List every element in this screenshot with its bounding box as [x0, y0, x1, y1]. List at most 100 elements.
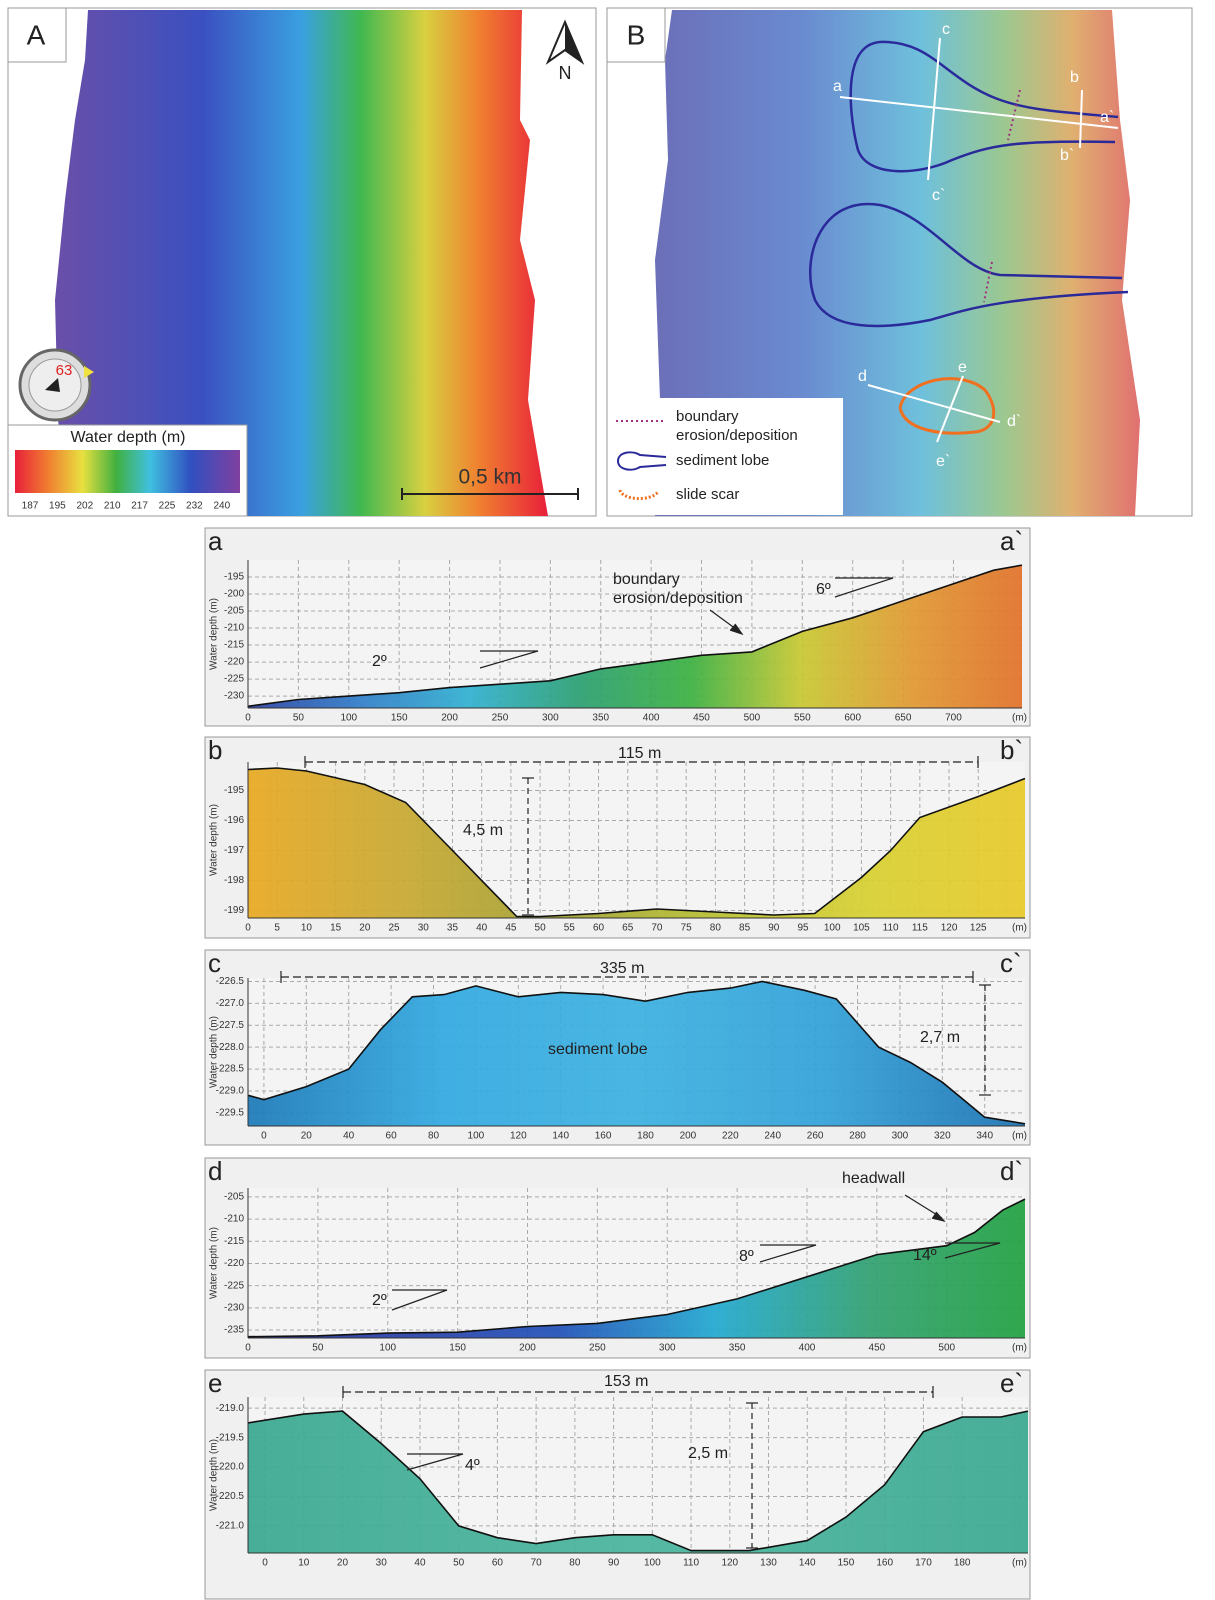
x-tick-label: 60 [386, 1131, 398, 1142]
legend-label: erosion/deposition [676, 427, 798, 444]
legend-label: boundary [676, 408, 739, 425]
profile-label: b [1070, 69, 1079, 86]
x-tick-label: 20 [337, 1558, 349, 1569]
y-tick-label: -197 [224, 845, 244, 856]
x-tick-label: 0 [262, 1558, 268, 1569]
annotation: headwall [842, 1170, 905, 1187]
y-tick-label: -230 [224, 691, 244, 702]
x-tick-label: 60 [593, 923, 605, 934]
x-tick-label: 280 [849, 1131, 866, 1142]
annotation: 6º [816, 581, 831, 598]
x-tick-label: 200 [519, 1343, 536, 1354]
profile-label: c` [932, 187, 945, 204]
y-tick-label: -205 [224, 1192, 244, 1203]
x-tick-label: 500 [938, 1343, 955, 1354]
y-tick-label: -229.5 [216, 1108, 245, 1119]
x-tick-label: 10 [298, 1558, 310, 1569]
legend-label: sediment lobe [676, 452, 769, 469]
colorbar-tick: 232 [186, 501, 203, 512]
profile-label: e [958, 359, 967, 376]
x-tick-label: 650 [895, 713, 912, 724]
x-tick-label: 260 [807, 1131, 824, 1142]
y-tick-label: -210 [224, 623, 244, 634]
x-tick-label: 40 [476, 923, 488, 934]
profile-label: d` [1007, 413, 1021, 430]
x-tick-label: 5 [274, 923, 280, 934]
panel-label: A [27, 19, 46, 50]
x-tick-label: 50 [312, 1343, 324, 1354]
x-tick-label: 130 [760, 1558, 777, 1569]
x-tick-label: 105 [853, 923, 870, 934]
annotation: 4º [465, 1457, 480, 1474]
profile-label: d [858, 368, 867, 385]
x-tick-label: 40 [343, 1131, 355, 1142]
x-tick-label: 125 [970, 923, 987, 934]
y-axis-label: Water depth (m) [209, 598, 220, 670]
x-tick-label: 180 [637, 1131, 654, 1142]
annotation: 4,5 m [463, 822, 503, 839]
x-tick-label: 25 [388, 923, 400, 934]
y-tick-label: -215 [224, 640, 244, 651]
x-tick-label: 0 [261, 1131, 267, 1142]
annotation: 14º [913, 1247, 937, 1264]
profile-label: a [833, 78, 842, 95]
y-tick-label: -227.0 [216, 998, 245, 1009]
x-tick-label: 120 [941, 923, 958, 934]
compass-value: 63 [56, 362, 73, 379]
profile-start: c [208, 948, 221, 978]
y-tick-label: -221.0 [216, 1521, 245, 1532]
x-tick-label: 200 [680, 1131, 697, 1142]
x-tick-label: 0 [245, 713, 251, 724]
legend-label: slide scar [676, 486, 739, 503]
x-tick-label: 90 [768, 923, 780, 934]
y-tick-label: -228.0 [216, 1042, 245, 1053]
colorbar-tick: 187 [22, 501, 39, 512]
y-tick-label: -198 [224, 875, 244, 886]
x-tick-label: 170 [915, 1558, 932, 1569]
y-tick-label: -205 [224, 606, 244, 617]
x-unit: (m) [1012, 1558, 1027, 1569]
colorbar-tick: 202 [76, 501, 93, 512]
x-tick-label: 550 [794, 713, 811, 724]
annotation: 335 m [600, 960, 644, 977]
x-tick-label: 600 [844, 713, 861, 724]
x-tick-label: 0 [245, 923, 251, 934]
x-tick-label: 450 [869, 1343, 886, 1354]
x-tick-label: 0 [245, 1343, 251, 1354]
annotation: 153 m [604, 1373, 648, 1390]
x-tick-label: 150 [391, 713, 408, 724]
y-tick-label: -225 [224, 1280, 244, 1291]
profile-end: b` [1000, 735, 1023, 765]
profile-end: d` [1000, 1156, 1023, 1186]
y-axis-label: Water depth (m) [209, 1227, 220, 1299]
y-tick-label: -219.0 [216, 1403, 245, 1414]
x-tick-label: 340 [976, 1131, 993, 1142]
x-tick-label: 10 [301, 923, 313, 934]
annotation: 115 m [618, 745, 661, 762]
y-tick-label: -230 [224, 1302, 244, 1313]
x-tick-label: 60 [492, 1558, 504, 1569]
x-unit: (m) [1012, 923, 1027, 934]
x-tick-label: 120 [721, 1558, 738, 1569]
x-tick-label: 180 [954, 1558, 971, 1569]
profile-label: c [942, 21, 950, 38]
x-tick-label: 250 [589, 1343, 606, 1354]
x-tick-label: 140 [552, 1131, 569, 1142]
y-tick-label: -220.5 [216, 1491, 245, 1502]
x-tick-label: 500 [744, 713, 761, 724]
y-tick-label: -220.0 [216, 1462, 245, 1473]
y-tick-label: -219.5 [216, 1432, 245, 1443]
y-tick-label: -215 [224, 1236, 244, 1247]
x-tick-label: 400 [643, 713, 660, 724]
x-tick-label: 100 [644, 1558, 661, 1569]
x-tick-label: 15 [330, 923, 342, 934]
annotation: 2º [372, 653, 387, 670]
annotation: 8º [739, 1248, 754, 1265]
x-tick-label: 110 [683, 1558, 699, 1569]
x-tick-label: 70 [651, 923, 663, 934]
annotation: 2,7 m [920, 1029, 960, 1046]
y-tick-label: -210 [224, 1214, 244, 1225]
x-tick-label: 110 [883, 923, 899, 934]
x-tick-label: 350 [592, 713, 609, 724]
colorbar-tick: 240 [213, 501, 230, 512]
